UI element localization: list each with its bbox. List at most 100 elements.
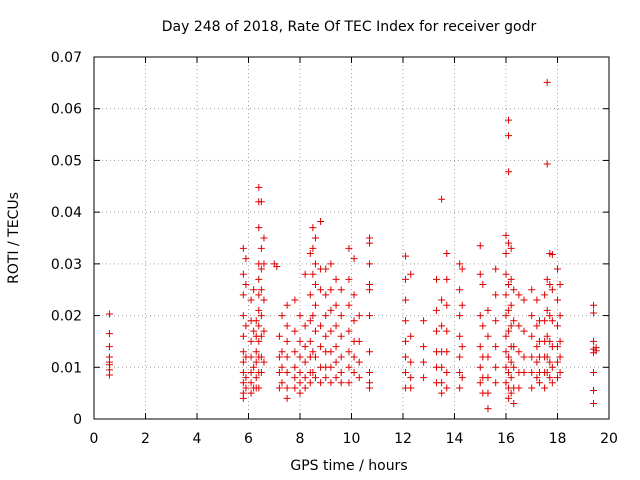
data-point	[554, 322, 561, 330]
data-point	[301, 322, 309, 330]
y-tick-label: 0.01	[51, 360, 82, 376]
data-point	[366, 239, 374, 247]
data-point	[350, 368, 358, 376]
data-point	[252, 358, 260, 366]
data-point	[366, 286, 374, 294]
data-point	[502, 231, 510, 239]
data-point	[255, 306, 263, 314]
data-point	[543, 306, 551, 314]
data-point	[502, 332, 510, 340]
data-point	[438, 379, 446, 387]
data-point	[327, 327, 335, 335]
y-tick-label: 0.06	[51, 102, 82, 118]
data-point	[592, 347, 600, 355]
data-point	[541, 291, 549, 299]
data-point	[520, 327, 528, 335]
y-tick-label: 0	[73, 412, 82, 428]
data-point	[247, 368, 255, 376]
data-point	[242, 384, 250, 392]
data-point	[309, 348, 317, 356]
data-point	[327, 363, 335, 371]
data-point	[311, 260, 319, 268]
data-point	[301, 343, 309, 351]
data-point	[260, 327, 268, 335]
data-point	[492, 265, 500, 273]
data-point	[278, 348, 286, 356]
data-point	[257, 312, 265, 320]
x-tick-label: 14	[446, 431, 464, 447]
data-point	[556, 312, 564, 320]
data-point	[443, 275, 451, 283]
data-point	[456, 312, 464, 320]
data-point	[515, 348, 523, 356]
data-point	[306, 379, 314, 387]
data-point	[541, 384, 549, 392]
data-point	[510, 286, 518, 294]
data-point	[548, 286, 556, 294]
data-point	[443, 301, 451, 309]
data-point	[337, 332, 345, 340]
data-point	[105, 310, 113, 318]
data-point	[402, 317, 410, 325]
data-point	[239, 358, 247, 366]
data-point	[543, 160, 551, 168]
data-point	[479, 322, 487, 330]
data-point	[556, 337, 564, 345]
data-point	[515, 384, 523, 392]
data-point	[476, 270, 484, 278]
data-point	[548, 379, 556, 387]
data-point	[257, 198, 265, 206]
data-point	[301, 384, 309, 392]
data-point	[291, 384, 299, 392]
data-point	[296, 312, 304, 320]
data-point	[456, 260, 464, 268]
data-point	[350, 255, 358, 263]
data-point	[257, 368, 265, 376]
data-point	[456, 286, 464, 294]
data-point	[554, 265, 561, 273]
data-point	[407, 270, 415, 278]
data-point	[317, 286, 325, 294]
data-point	[273, 262, 281, 270]
data-point	[250, 286, 258, 294]
data-point	[533, 358, 541, 366]
data-point	[546, 358, 554, 366]
data-point	[327, 286, 335, 294]
data-point	[252, 348, 260, 356]
data-point	[535, 379, 543, 387]
data-point	[528, 384, 536, 392]
data-point	[502, 348, 510, 356]
data-point	[528, 368, 536, 376]
data-point	[476, 242, 484, 250]
data-point	[507, 275, 515, 283]
data-point	[402, 296, 410, 304]
data-point	[546, 312, 554, 320]
data-point	[309, 270, 317, 278]
data-point	[257, 244, 265, 252]
data-point	[301, 374, 309, 382]
data-point	[311, 234, 319, 242]
data-point	[456, 332, 464, 340]
data-point	[456, 384, 464, 392]
data-point	[407, 374, 415, 382]
data-point	[590, 399, 598, 407]
data-point	[322, 332, 330, 340]
data-point	[247, 389, 255, 397]
data-point	[476, 363, 484, 371]
data-point	[420, 374, 428, 382]
data-point	[505, 368, 513, 376]
data-point	[317, 343, 325, 351]
data-point	[260, 234, 268, 242]
data-point	[546, 281, 554, 289]
data-point	[458, 343, 466, 351]
data-point	[306, 317, 314, 325]
data-point	[291, 374, 299, 382]
data-point	[484, 332, 492, 340]
data-point	[366, 384, 374, 392]
data-point	[105, 330, 113, 338]
data-point	[502, 363, 510, 371]
data-point	[337, 368, 345, 376]
data-point	[492, 291, 500, 299]
data-point	[255, 183, 263, 191]
